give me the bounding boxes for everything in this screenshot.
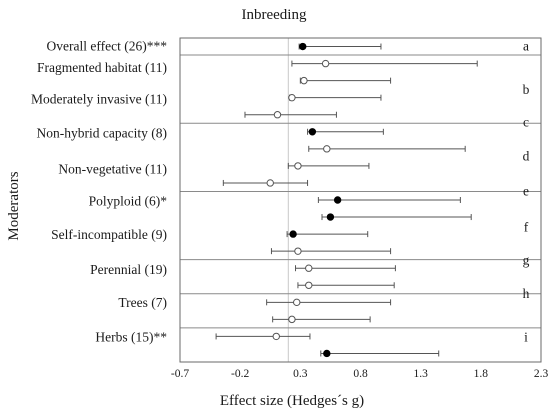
group-letter: d <box>523 149 530 164</box>
moderator-label: Trees (7) <box>118 295 167 310</box>
plot-area: Overall effect (26)*** Fragmented habitat… <box>31 37 549 380</box>
x-tick-label: 0.8 <box>353 368 368 380</box>
effect-point <box>272 332 280 341</box>
moderator-label: Polyploid (6)* <box>89 194 168 209</box>
group-letter: h <box>523 286 530 301</box>
effect-point <box>323 145 331 153</box>
group-letter: f <box>524 219 529 234</box>
chart-title: Inbreeding <box>242 7 307 23</box>
effect-point <box>300 76 308 85</box>
x-axis-label: Effect size (Hedges´s g) <box>220 393 364 409</box>
x-tick-label: 1.3 <box>413 368 428 380</box>
effect-point <box>266 179 274 187</box>
group-letter: b <box>523 82 530 97</box>
effect-point <box>321 59 330 68</box>
moderator-label: Non-vegetative (11) <box>58 161 167 176</box>
group-letter: g <box>523 253 530 268</box>
effect-point <box>323 349 331 358</box>
effect-point <box>308 128 317 136</box>
effect-point <box>299 42 307 51</box>
effect-point <box>326 213 335 221</box>
moderator-label: Non-hybrid capacity (8) <box>37 125 167 140</box>
effect-point <box>289 230 297 238</box>
plot-frame <box>179 37 542 363</box>
effect-point <box>294 162 302 170</box>
effect-point <box>305 264 313 272</box>
group-letter: i <box>524 329 528 344</box>
moderator-label: Fragmented habitat (11) <box>37 60 167 75</box>
effect-point <box>288 93 296 102</box>
x-tick-label: 2.3 <box>534 368 549 380</box>
effect-point <box>305 281 313 289</box>
x-tick-label: 0.3 <box>293 368 308 380</box>
effect-point <box>288 315 296 324</box>
x-tick-label: -0.7 <box>171 368 189 380</box>
y-axis-label: Moderators <box>6 171 22 240</box>
effect-point <box>293 298 301 307</box>
moderator-label: Perennial (19) <box>90 262 167 277</box>
x-tick-label: 1.8 <box>474 368 489 380</box>
group-letter: c <box>523 114 529 129</box>
moderator-label: Self-incompatible (9) <box>51 227 167 242</box>
moderator-label: Overall effect (26)*** <box>47 39 168 54</box>
group-letter: e <box>523 183 529 198</box>
effect-point <box>333 196 342 204</box>
x-tick-label: -0.2 <box>231 368 249 380</box>
effect-point <box>294 247 302 255</box>
group-letter: a <box>523 39 529 54</box>
moderator-label: Moderately invasive (11) <box>31 91 167 106</box>
effect-point <box>273 111 282 119</box>
moderator-label: Herbs (15)** <box>95 329 167 344</box>
